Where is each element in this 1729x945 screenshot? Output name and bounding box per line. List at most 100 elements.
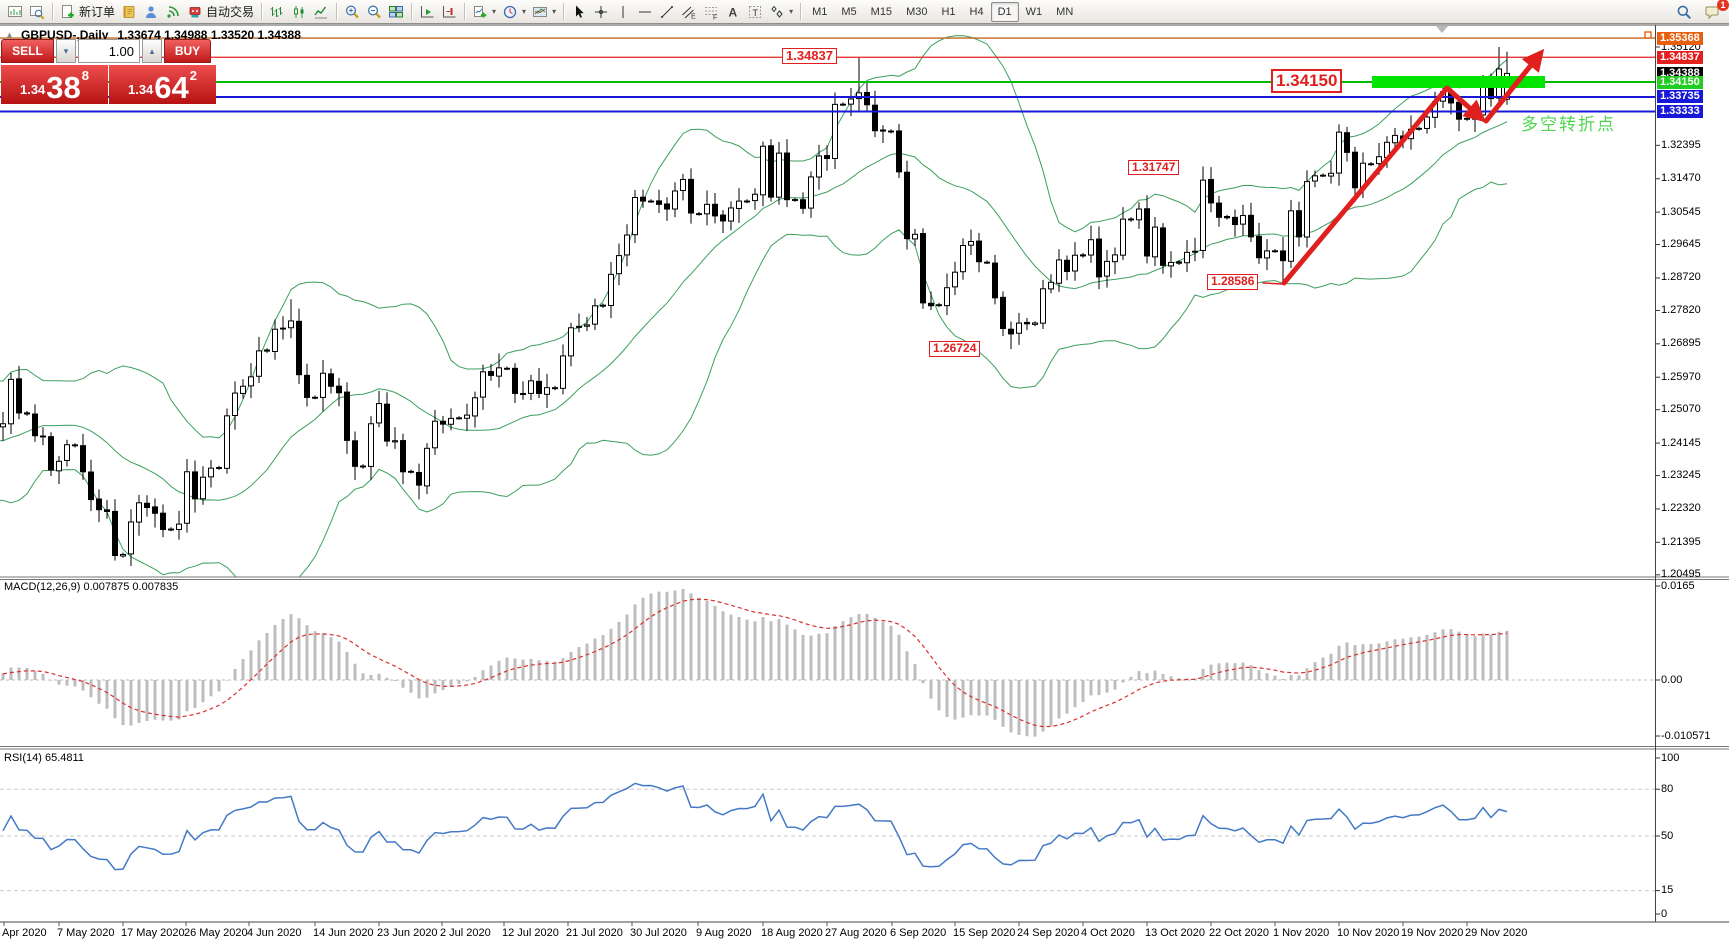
periods-button[interactable]: ▾	[499, 3, 529, 21]
fibonacci-button[interactable]: F	[700, 3, 722, 21]
buy-price-pip: 2	[189, 68, 198, 83]
chevron-down-icon: ▾	[492, 7, 497, 16]
bull-candle-body	[624, 234, 630, 256]
trend-arrow	[1483, 48, 1545, 124]
new-order-button[interactable]: 新订单	[57, 2, 118, 21]
timeframe-m15-button[interactable]: M15	[870, 5, 893, 18]
chart-shift-button[interactable]	[438, 3, 460, 21]
bear-candle-body	[920, 233, 926, 304]
notifications-button[interactable]: 1	[1701, 0, 1729, 21]
search-button[interactable]	[1673, 3, 1695, 21]
bear-candle-body	[104, 509, 110, 512]
candlestick-button[interactable]	[288, 3, 310, 21]
bull-candle-body	[1328, 172, 1334, 177]
timeframe-h1-button[interactable]: H1	[941, 5, 956, 18]
bull-candle-body	[424, 447, 430, 487]
timeframe-d1-button[interactable]: D1	[990, 1, 1019, 22]
hline-button[interactable]	[634, 3, 656, 21]
bull-candle-body	[200, 476, 206, 500]
bull-candle-body	[576, 325, 582, 328]
channel-button[interactable]: E	[678, 3, 700, 21]
volume-input[interactable]	[78, 39, 140, 63]
bull-candle-body	[1048, 281, 1054, 290]
market-button[interactable]	[118, 3, 140, 21]
svg-text:A: A	[729, 5, 738, 19]
autotrade-button[interactable]: 自动交易	[184, 2, 257, 21]
bear-candle-body	[416, 471, 422, 486]
bear-candle-body	[688, 178, 694, 214]
bull-candle-body	[392, 440, 398, 443]
new-order-icon	[60, 4, 76, 20]
timeframe-m30-button[interactable]: M30	[906, 5, 928, 18]
templates-button[interactable]: ▾	[529, 3, 559, 21]
svg-text:T: T	[753, 7, 759, 17]
text-button[interactable]: A	[722, 3, 744, 21]
periods-icon	[502, 4, 518, 20]
data-window-icon	[29, 4, 45, 20]
bear-candle-body	[888, 130, 894, 133]
bear-candle-body	[768, 145, 774, 198]
bear-candle-body	[384, 403, 390, 442]
chart-ohlc-values: 1.33674 1.34988 1.33520 1.34388	[117, 28, 301, 42]
bear-candle-body	[720, 214, 726, 222]
bull-candle-body	[1184, 251, 1190, 264]
bull-candle-body	[584, 324, 590, 327]
shapes-button[interactable]: ▾	[766, 3, 796, 21]
buy-price-tile[interactable]: 1.34 64 2	[109, 65, 216, 104]
zoom-out-button[interactable]	[363, 3, 385, 21]
bull-candle-body	[168, 528, 174, 531]
trendline-button[interactable]	[656, 3, 678, 21]
cursor-button[interactable]	[568, 3, 590, 21]
bull-candle-body	[8, 378, 14, 425]
buy-price-prefix: 1.34	[127, 82, 154, 97]
bear-candle-body	[928, 302, 934, 307]
indicators-button[interactable]: ▾	[469, 3, 499, 21]
bull-candle-body	[616, 255, 622, 275]
sell-price-tile[interactable]: 1.34 38 8	[1, 65, 108, 104]
data-window-button[interactable]	[26, 3, 48, 21]
bull-candle-body	[56, 460, 62, 472]
bear-candle-body	[1144, 208, 1150, 257]
timeframe-w1-button[interactable]: W1	[1025, 5, 1043, 18]
buy-button[interactable]: BUY	[164, 39, 211, 63]
crosshair-button[interactable]	[590, 3, 612, 21]
bear-candle-body	[896, 130, 902, 173]
rsi-pane	[0, 782, 1655, 892]
tile-windows-button[interactable]	[385, 3, 407, 21]
timeframe-h4-button[interactable]: H4	[969, 5, 984, 18]
auto-scroll-button[interactable]	[416, 3, 438, 21]
bear-candle-body	[336, 385, 342, 394]
bear-candle-body	[872, 104, 878, 132]
volume-increase-button[interactable]: ▴	[142, 39, 162, 63]
text-icon: A	[725, 4, 741, 20]
bull-candle-body	[1152, 226, 1158, 258]
timeframe-mn-button[interactable]: MN	[1056, 5, 1074, 18]
signals-button[interactable]	[162, 3, 184, 21]
bull-candle-body	[760, 145, 766, 196]
bear-candle-body	[984, 261, 990, 264]
chart-window-button[interactable]	[4, 3, 26, 21]
timeframe-m1-button[interactable]: M1	[812, 5, 828, 18]
volume-decrease-button[interactable]: ▾	[56, 39, 76, 63]
trend-arrow	[1262, 282, 1283, 285]
sell-button[interactable]: SELL	[1, 39, 54, 63]
vline-button[interactable]	[612, 3, 634, 21]
bear-candle-body	[1064, 259, 1070, 272]
bar-chart-button[interactable]	[266, 3, 288, 21]
label-button[interactable]: T	[744, 3, 766, 21]
bear-candle-body	[112, 510, 118, 557]
bear-candle-body	[512, 367, 518, 394]
scroll-to-end-marker	[1436, 26, 1448, 33]
zoom-in-button[interactable]	[341, 3, 363, 21]
bull-candle-body	[832, 103, 838, 159]
line-chart-button[interactable]	[310, 3, 332, 21]
community-button[interactable]	[140, 3, 162, 21]
bear-candle-body	[664, 203, 670, 210]
bear-candle-body	[312, 396, 318, 399]
bull-candle-body	[1056, 259, 1062, 284]
timeframe-m5-button[interactable]: M5	[841, 5, 857, 18]
bull-candle-body	[1072, 254, 1078, 272]
bull-candle-body	[208, 467, 214, 478]
